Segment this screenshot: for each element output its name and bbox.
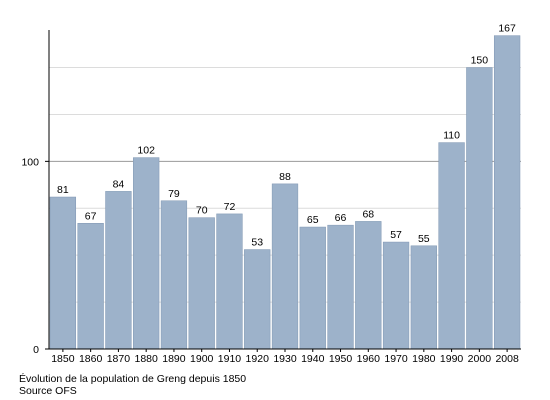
x-tick-label-2008: 2008 <box>495 353 519 365</box>
bar-label-1990: 110 <box>443 130 460 142</box>
bar-1880 <box>133 157 160 350</box>
bar-value-labels: 81 67 84 102 79 70 72 53 88 65 66 68 57 55 110 150 167 <box>57 23 516 249</box>
y-tick-label-0: 0 <box>33 344 39 356</box>
x-tick-label-1880: 1880 <box>134 353 158 365</box>
bar-1930 <box>271 183 299 350</box>
bar-label-1850: 81 <box>57 184 69 196</box>
bar-label-1910: 72 <box>224 201 236 213</box>
bar-label-2000: 150 <box>471 55 489 67</box>
chart-svg: 81 67 84 102 79 70 72 53 88 65 66 68 57 55 110 150 167 0… <box>21 23 521 365</box>
bar-label-1940: 65 <box>307 214 319 226</box>
bar-label-2008: 167 <box>498 23 516 35</box>
x-tick-label-1940: 1940 <box>301 353 325 365</box>
x-tick-label-1970: 1970 <box>384 353 408 365</box>
bar-label-1900: 70 <box>196 205 208 217</box>
x-tick-label-1900: 1900 <box>190 353 214 365</box>
bar-label-1920: 53 <box>251 237 263 249</box>
x-tick-label-1850: 1850 <box>51 353 75 365</box>
bar-label-1950: 66 <box>335 212 347 224</box>
bar-1850 <box>49 196 77 350</box>
bar-1950 <box>327 224 354 350</box>
bars <box>49 35 521 350</box>
chart-caption-title: Évolution de la population de Greng depu… <box>19 373 247 385</box>
bar-2000 <box>466 67 493 350</box>
bar-1900 <box>188 217 215 350</box>
bar-1960 <box>355 221 382 350</box>
bar-label-1960: 68 <box>362 208 374 220</box>
x-tick-label-1980: 1980 <box>412 353 436 365</box>
bar-label-1860: 67 <box>85 210 97 222</box>
bar-1940 <box>299 226 326 350</box>
bar-1890 <box>160 200 188 350</box>
bar-2008 <box>493 35 521 350</box>
x-tick-label-1930: 1930 <box>273 353 297 365</box>
x-tick-label-1910: 1910 <box>218 353 242 365</box>
bar-1870 <box>105 191 132 350</box>
bar-1980 <box>410 245 437 350</box>
x-tick-label-1860: 1860 <box>79 353 103 365</box>
x-tick-label-2000: 2000 <box>468 353 492 365</box>
bar-label-1890: 79 <box>168 188 180 200</box>
chart-caption-source: Source OFS <box>19 385 77 397</box>
x-tick-label-1890: 1890 <box>162 353 186 365</box>
x-tick-label-1920: 1920 <box>246 353 270 365</box>
x-tick-label-1870: 1870 <box>107 353 131 365</box>
x-tick-label-1990: 1990 <box>440 353 464 365</box>
bar-1860 <box>77 223 104 350</box>
x-tick-label-1950: 1950 <box>329 353 353 365</box>
bar-label-1930: 88 <box>279 171 291 183</box>
bar-label-1980: 55 <box>418 233 430 245</box>
x-tick-label-1960: 1960 <box>357 353 381 365</box>
bar-1990 <box>438 142 465 350</box>
bar-label-1970: 57 <box>390 229 402 241</box>
bar-label-1870: 84 <box>113 178 125 190</box>
bar-1920 <box>244 249 271 350</box>
bar-1970 <box>382 241 410 350</box>
y-tick-label-100: 100 <box>21 156 39 168</box>
bar-1910 <box>216 213 243 350</box>
axes: 0 100 1850 1860 1870 1880 1890 1900 1910 1920 1930… <box>21 30 521 365</box>
bar-label-1880: 102 <box>137 145 155 157</box>
